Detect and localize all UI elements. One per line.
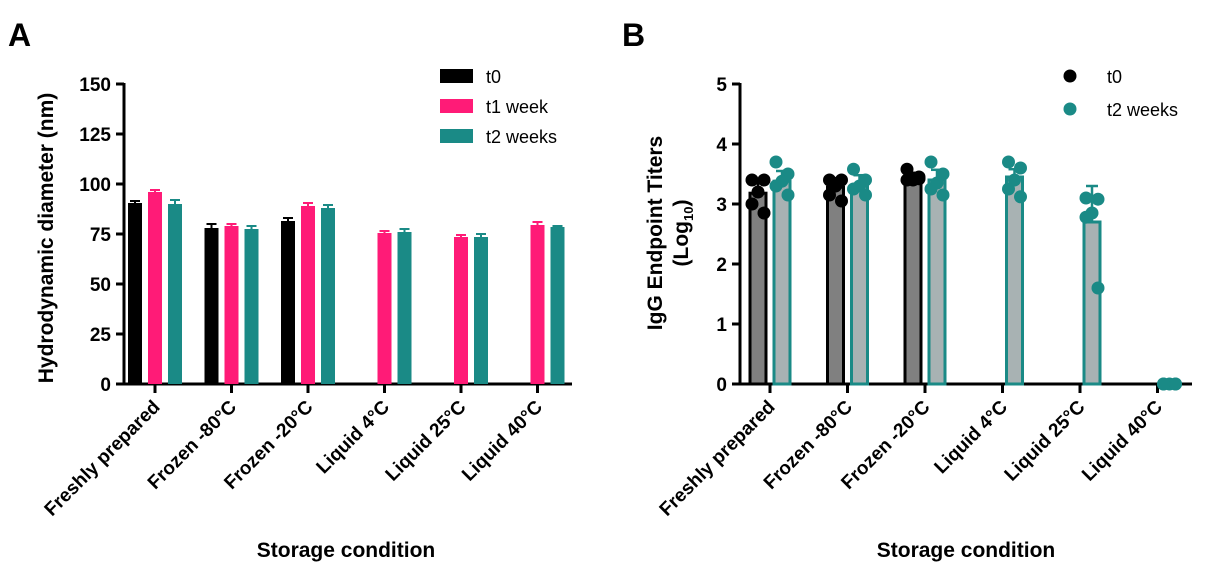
- legend-swatch: [440, 129, 473, 143]
- legend-label: t2 weeks: [486, 127, 557, 147]
- data-point: [1014, 190, 1027, 204]
- data-point: [1079, 191, 1093, 205]
- x-tick-label: Liquid 4°C: [931, 396, 1013, 478]
- x-tick-label: Liquid 40°C: [1078, 396, 1167, 485]
- bar: [850, 184, 869, 386]
- data-point: [1002, 155, 1015, 169]
- bar: [301, 206, 315, 384]
- data-point: [1002, 182, 1015, 196]
- panel-b-xlabel: Storage condition: [877, 539, 1056, 562]
- panel-b-ylabel-units-suffix: ): [670, 200, 693, 207]
- y-tick-label: 100: [79, 175, 111, 196]
- y-tick-label: 1: [716, 315, 727, 336]
- data-point: [900, 162, 914, 176]
- bar: [281, 221, 295, 384]
- y-tick-label: 125: [79, 125, 111, 146]
- data-point: [1091, 281, 1105, 295]
- y-tick-label: 0: [100, 375, 111, 396]
- bar: [377, 233, 392, 384]
- bar: [397, 232, 412, 384]
- data-point: [1091, 192, 1105, 206]
- y-tick-label: 75: [90, 225, 112, 246]
- legend-swatch: [440, 69, 473, 83]
- legend-label: t0: [1107, 67, 1122, 87]
- data-point: [936, 188, 950, 202]
- bar: [772, 179, 792, 386]
- y-tick-label: 5: [716, 75, 727, 96]
- bar: [168, 204, 182, 384]
- bar: [128, 203, 142, 384]
- x-tick-label: Liquid 40°C: [458, 396, 547, 485]
- bar: [454, 237, 468, 384]
- panel-b-ylabel-units: (Log10): [670, 200, 696, 267]
- y-tick-label: 4: [716, 135, 727, 156]
- legend-marker: [1063, 69, 1077, 83]
- data-point: [924, 155, 938, 169]
- data-point: [745, 197, 759, 211]
- x-tick-label: Liquid 25°C: [1001, 396, 1090, 485]
- data-point: [781, 188, 795, 202]
- panel-b-ylabel-units-prefix: (Log: [670, 221, 693, 266]
- legend-label: t1 week: [486, 97, 549, 117]
- data-point: [751, 185, 765, 199]
- bar: [244, 229, 259, 384]
- x-tick-label: Liquid 25°C: [382, 396, 471, 485]
- panel-b-ylabel-units-subscript: 10: [681, 207, 696, 221]
- data-point: [912, 172, 926, 186]
- bar: [903, 175, 923, 386]
- panel-b-ylabel: IgG Endpoint Titers (Log10): [644, 136, 696, 330]
- data-point: [1079, 210, 1093, 224]
- data-point: [757, 206, 771, 220]
- data-point: [847, 162, 860, 176]
- data-point: [900, 173, 914, 187]
- bar: [530, 225, 545, 384]
- data-point: [835, 194, 848, 208]
- legend-marker: [1063, 102, 1077, 116]
- data-point: [859, 188, 872, 202]
- bar: [927, 178, 947, 386]
- panel-a-letter: A: [8, 17, 31, 53]
- y-tick-label: 2: [716, 255, 727, 276]
- bar: [748, 191, 768, 386]
- y-tick-label: 0: [716, 375, 727, 396]
- bar: [826, 185, 845, 386]
- bar: [550, 227, 565, 384]
- data-point: [769, 155, 783, 169]
- panel-a-xlabel: Storage condition: [257, 539, 436, 562]
- data-point: [847, 182, 860, 196]
- data-point: [924, 182, 938, 196]
- y-tick-label: 50: [90, 275, 111, 296]
- bar: [321, 208, 335, 384]
- bar: [148, 192, 162, 384]
- data-point: [757, 173, 771, 187]
- bar: [474, 237, 488, 384]
- data-point: [769, 179, 783, 193]
- legend-label: t2 weeks: [1107, 100, 1178, 120]
- y-tick-label: 3: [716, 195, 727, 216]
- data-point: [823, 188, 836, 202]
- data-point: [1157, 377, 1170, 391]
- bar: [1005, 175, 1024, 386]
- data-point: [1169, 377, 1182, 391]
- data-point: [1014, 161, 1027, 175]
- bar: [204, 228, 219, 384]
- y-tick-label: 150: [79, 75, 111, 96]
- x-tick-label: Liquid 4°C: [313, 396, 395, 478]
- x-tick-label: Freshly prepared: [41, 397, 165, 521]
- legend-swatch: [440, 99, 473, 113]
- panel-b-ylabel-main: IgG Endpoint Titers: [644, 136, 667, 330]
- data-point: [745, 173, 759, 187]
- bar: [224, 226, 239, 384]
- panel-b-letter: B: [622, 17, 645, 53]
- panel-a-ylabel: Hydrodynamic diameter (nm): [35, 93, 58, 384]
- y-tick-label: 25: [90, 325, 112, 346]
- x-tick-label: Freshly prepared: [656, 397, 780, 521]
- legend-label: t0: [486, 67, 501, 87]
- bar: [1082, 220, 1102, 386]
